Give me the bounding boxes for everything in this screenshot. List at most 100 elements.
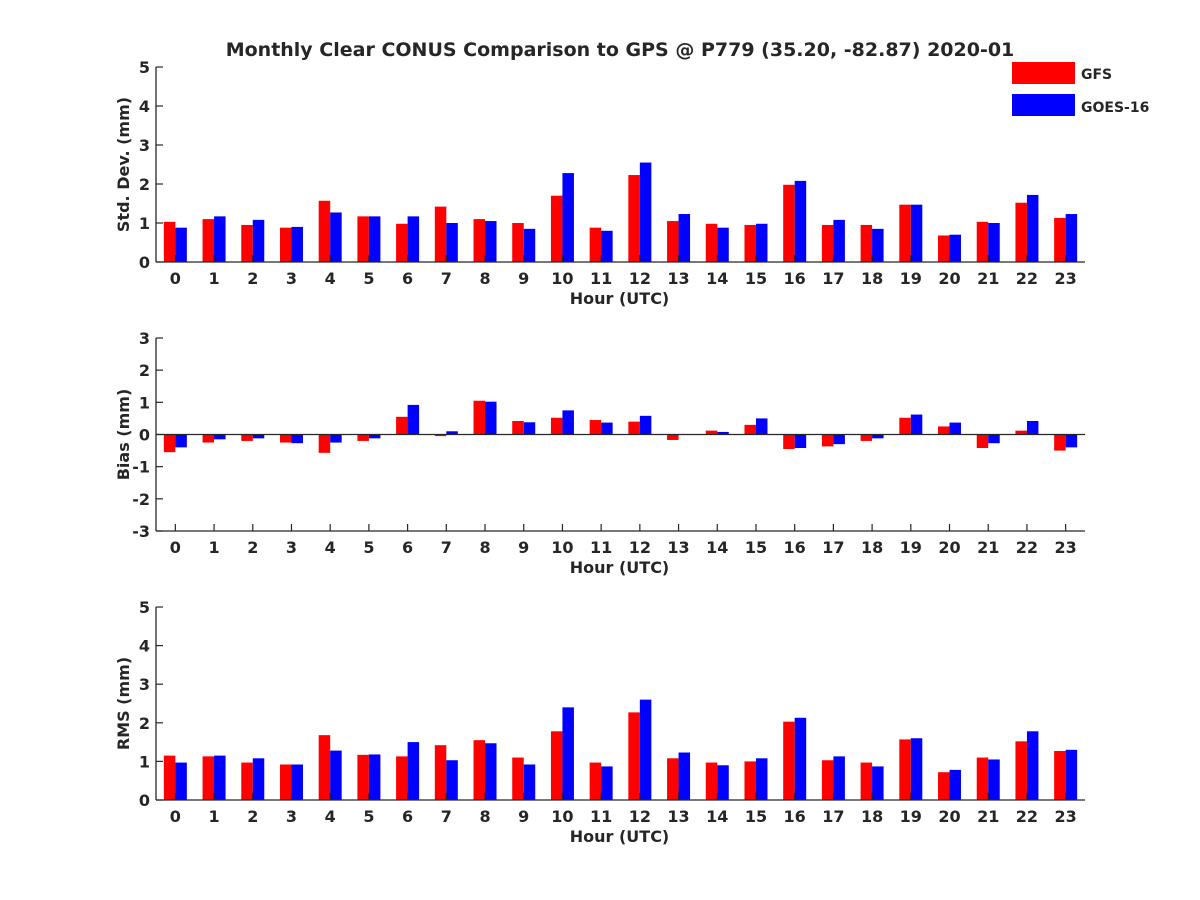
x-tick-label: 10 xyxy=(551,269,573,288)
legend-label-goes16: GOES-16 xyxy=(1081,100,1149,116)
bar-gfs-hour-4 xyxy=(318,200,331,262)
bar-goes16-hour-12 xyxy=(639,699,652,800)
y-tick-label: 1 xyxy=(139,214,150,233)
bar-gfs-hour-9 xyxy=(512,420,524,435)
bar-gfs-hour-1 xyxy=(202,219,215,262)
bar-gfs-hour-7 xyxy=(434,434,447,437)
bar-goes16-hour-21 xyxy=(988,223,1000,262)
y-tick-label: 0 xyxy=(139,791,150,810)
bar-goes16-hour-22 xyxy=(1026,731,1039,800)
x-tick-label: 12 xyxy=(629,807,651,826)
bar-gfs-hour-15 xyxy=(744,424,756,435)
y-tick-label: -2 xyxy=(132,490,150,509)
x-tick-label: 19 xyxy=(900,269,922,288)
bar-goes16-hour-14 xyxy=(717,765,729,800)
y-tick-label: 3 xyxy=(139,136,150,155)
bar-gfs-hour-6 xyxy=(396,416,408,435)
bar-gfs-hour-5 xyxy=(357,434,369,441)
bar-goes16-hour-23 xyxy=(1065,749,1078,800)
bar-gfs-hour-14 xyxy=(705,223,718,262)
bar-goes16-hour-11 xyxy=(601,766,613,800)
y-axis-label: RMS (mm) xyxy=(114,657,133,750)
x-tick-label: 7 xyxy=(441,807,452,826)
x-tick-label: 21 xyxy=(977,538,999,557)
bar-goes16-hour-5 xyxy=(368,754,381,800)
bar-goes16-hour-2 xyxy=(252,219,265,262)
x-tick-label: 8 xyxy=(479,807,490,826)
chart-title: Monthly Clear CONUS Comparison to GPS @ … xyxy=(226,39,1015,61)
bar-goes16-hour-21 xyxy=(988,434,1000,444)
bar-goes16-hour-8 xyxy=(485,743,497,800)
bar-gfs-hour-2 xyxy=(241,434,253,441)
bar-goes16-hour-0 xyxy=(175,227,187,262)
x-tick-label: 8 xyxy=(479,269,490,288)
x-tick-label: 23 xyxy=(1055,538,1077,557)
bar-goes16-hour-23 xyxy=(1065,434,1078,448)
x-tick-label: 18 xyxy=(861,807,883,826)
y-tick-label: -1 xyxy=(132,458,150,477)
x-tick-label: 16 xyxy=(784,538,806,557)
x-tick-label: 15 xyxy=(745,538,767,557)
x-tick-label: 18 xyxy=(861,538,883,557)
x-tick-label: 16 xyxy=(784,807,806,826)
x-tick-label: 3 xyxy=(286,807,297,826)
bar-gfs-hour-0 xyxy=(163,221,176,262)
bar-goes16-hour-9 xyxy=(523,228,536,262)
x-tick-label: 20 xyxy=(938,538,960,557)
y-tick-label: 0 xyxy=(139,253,150,272)
y-tick-label: 5 xyxy=(139,58,150,77)
bar-goes16-hour-16 xyxy=(794,717,807,800)
bar-goes16-hour-22 xyxy=(1026,420,1039,435)
bar-goes16-hour-20 xyxy=(949,422,962,435)
bar-goes16-hour-17 xyxy=(833,434,845,445)
x-tick-label: 19 xyxy=(900,538,922,557)
bar-goes16-hour-12 xyxy=(639,162,652,262)
legend-label-gfs: GFS xyxy=(1081,67,1112,83)
x-tick-label: 14 xyxy=(706,538,728,557)
legend-swatch-goes16 xyxy=(1012,94,1075,116)
x-tick-label: 21 xyxy=(977,269,999,288)
bar-gfs-hour-11 xyxy=(589,762,602,800)
bar-gfs-hour-18 xyxy=(860,762,873,800)
bar-gfs-hour-12 xyxy=(628,175,640,262)
x-tick-label: 6 xyxy=(402,269,413,288)
bar-gfs-hour-17 xyxy=(821,760,834,800)
bar-gfs-hour-5 xyxy=(357,754,369,800)
x-tick-label: 6 xyxy=(402,538,413,557)
bar-goes16-hour-3 xyxy=(291,764,303,800)
bar-gfs-hour-16 xyxy=(783,184,795,262)
bar-gfs-hour-17 xyxy=(821,434,834,447)
y-axis-label: Std. Dev. (mm) xyxy=(114,97,133,232)
bar-goes16-hour-19 xyxy=(910,738,923,800)
y-tick-label: -3 xyxy=(132,522,150,541)
bar-gfs-hour-18 xyxy=(860,434,873,441)
bar-goes16-hour-23 xyxy=(1065,214,1078,262)
bar-goes16-hour-19 xyxy=(910,414,923,435)
y-tick-label: 2 xyxy=(139,714,150,733)
bar-goes16-hour-8 xyxy=(485,401,497,435)
x-tick-label: 12 xyxy=(629,269,651,288)
bar-gfs-hour-11 xyxy=(589,227,602,262)
bar-gfs-hour-11 xyxy=(589,420,602,435)
bar-gfs-hour-23 xyxy=(1054,750,1066,800)
x-tick-label: 16 xyxy=(784,269,806,288)
bar-goes16-hour-4 xyxy=(330,212,342,262)
bar-gfs-hour-6 xyxy=(396,756,408,800)
bar-gfs-hour-17 xyxy=(821,224,834,262)
bar-gfs-hour-13 xyxy=(667,758,679,800)
bar-gfs-hour-23 xyxy=(1054,434,1066,451)
x-tick-label: 3 xyxy=(286,269,297,288)
bar-goes16-hour-10 xyxy=(562,410,574,435)
bar-goes16-hour-4 xyxy=(330,750,342,800)
bar-gfs-hour-18 xyxy=(860,224,873,262)
bar-goes16-hour-1 xyxy=(214,434,226,440)
y-axis-label: Bias (mm) xyxy=(114,389,133,481)
x-tick-label: 2 xyxy=(247,538,258,557)
x-tick-label: 0 xyxy=(170,807,181,826)
bar-gfs-hour-4 xyxy=(318,735,331,800)
bar-gfs-hour-9 xyxy=(512,223,524,262)
bar-goes16-hour-17 xyxy=(833,219,845,262)
x-tick-label: 17 xyxy=(822,538,844,557)
x-tick-label: 9 xyxy=(518,538,529,557)
